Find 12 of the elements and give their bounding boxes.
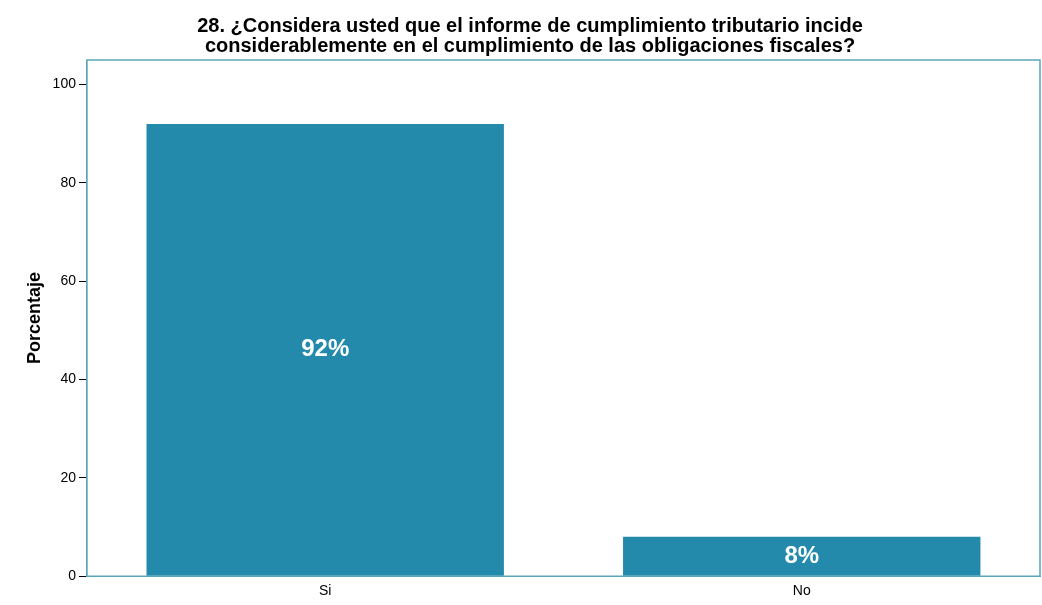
y-axis-title: Porcentaje bbox=[23, 272, 44, 365]
data-label: 92% bbox=[301, 334, 350, 362]
y-tick-label: 0 bbox=[68, 567, 77, 584]
data-label: 8% bbox=[784, 540, 820, 568]
y-tick-label: 40 bbox=[60, 370, 77, 387]
chart-title: 28. ¿Considera usted que el informe de cumplimiento tributario incide considerablemente en el cumplimiento de las obligaciones fiscales? bbox=[197, 13, 863, 56]
x-tick-label: Si bbox=[318, 582, 332, 599]
x-tick-label: No bbox=[792, 582, 811, 599]
y-tick-label: 60 bbox=[60, 272, 77, 289]
y-tick-label: 100 bbox=[52, 75, 77, 92]
y-tick-label: 20 bbox=[60, 468, 77, 485]
y-tick-label: 80 bbox=[60, 173, 77, 190]
